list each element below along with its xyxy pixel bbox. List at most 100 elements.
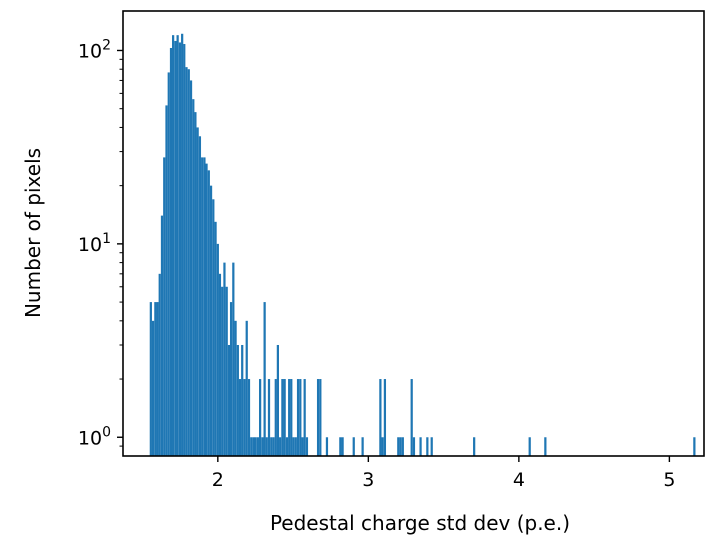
histogram-bar	[252, 437, 255, 456]
histogram-bar	[265, 437, 268, 456]
histogram-bar	[693, 437, 696, 456]
histogram-bar	[272, 437, 275, 456]
histogram-bar	[412, 437, 416, 456]
histogram-bar	[296, 379, 300, 456]
histogram-bar	[316, 379, 320, 456]
histogram-bar	[203, 157, 206, 456]
histogram-bar	[401, 437, 404, 456]
histogram-bar	[290, 379, 293, 456]
histogram-bar	[263, 302, 266, 456]
histogram-bar	[167, 72, 170, 457]
x-axis-label: Pedestal charge std dev (p.e.)	[270, 511, 570, 535]
histogram-bar	[174, 40, 177, 457]
y-axis-label: Number of pixels	[21, 148, 45, 318]
histogram-bar	[178, 42, 182, 456]
histogram-bar	[189, 80, 193, 457]
histogram-bar	[181, 33, 184, 457]
histogram-bar	[261, 437, 264, 456]
histogram-bar	[194, 112, 197, 457]
histogram-bar	[196, 127, 199, 457]
x-axis-ticks: 2 3 4 5	[212, 456, 675, 491]
y-tick-label: 102	[78, 37, 111, 62]
histogram-bar	[238, 379, 242, 456]
histogram-bar	[294, 437, 297, 456]
histogram-bar	[229, 302, 233, 456]
histogram-bar	[207, 170, 210, 456]
histogram-bar	[218, 273, 222, 456]
histogram-bar	[410, 379, 413, 456]
y-tick-label: 100	[78, 424, 111, 449]
histogram-bar	[361, 437, 364, 456]
histogram-bar	[259, 379, 262, 456]
histogram-bar	[254, 437, 257, 456]
histogram-bar	[223, 262, 226, 456]
histogram-bar	[279, 437, 282, 456]
histogram-bar	[225, 286, 228, 456]
x-tick-label: 5	[663, 469, 675, 491]
histogram-bar	[399, 437, 402, 456]
histogram-bar	[305, 437, 309, 456]
histogram-bar	[379, 379, 382, 456]
histogram-bar	[205, 163, 208, 457]
histogram-bar	[281, 379, 284, 456]
histogram-bar	[283, 379, 286, 456]
histogram-bar	[325, 437, 329, 456]
histogram-bar	[270, 437, 273, 456]
histogram-bar	[165, 105, 168, 457]
histogram-bar	[430, 437, 433, 456]
histogram-bar	[274, 379, 277, 456]
histogram-bar	[319, 379, 322, 456]
histogram-bar	[381, 437, 384, 456]
plot-frame	[122, 10, 705, 457]
histogram-bar	[149, 302, 152, 456]
histogram-bar	[185, 67, 188, 456]
histogram-bar	[301, 437, 304, 456]
histogram-bar	[528, 437, 531, 456]
histogram-bar	[303, 379, 306, 456]
histogram-bar	[288, 379, 291, 456]
histogram-bar	[158, 273, 161, 456]
histogram-bar	[216, 243, 219, 456]
histogram-bar	[276, 344, 279, 456]
histogram-bar	[285, 437, 289, 456]
histogram-bar	[221, 286, 224, 456]
histogram-bar	[172, 35, 175, 456]
histogram-bar	[299, 379, 302, 456]
histogram-bar	[156, 302, 159, 456]
histogram-bar	[187, 69, 190, 456]
histogram-bar	[209, 185, 213, 456]
histogram-bar	[212, 199, 215, 457]
x-tick-label: 3	[362, 469, 374, 491]
histogram-bars	[149, 33, 696, 457]
histogram-bar	[267, 379, 271, 456]
histogram-bar	[234, 320, 237, 456]
x-tick-label: 4	[513, 469, 525, 491]
histogram-bar	[214, 221, 217, 456]
histogram-bar	[339, 437, 342, 456]
histogram-bar	[397, 437, 400, 456]
histogram-bar	[236, 344, 239, 456]
histogram-bar	[243, 379, 246, 456]
histogram-bar	[198, 136, 202, 456]
x-tick-label: 2	[212, 469, 224, 491]
histogram-bar	[201, 157, 204, 456]
histogram-bar	[163, 157, 166, 456]
histogram-bar	[256, 437, 259, 456]
histogram-bar	[419, 437, 422, 456]
histogram-bar	[247, 379, 251, 456]
histogram-bar	[241, 344, 244, 456]
histogram-bar	[544, 437, 547, 456]
histogram-bar	[154, 302, 157, 456]
histogram-bar	[169, 47, 173, 457]
histogram-bar	[151, 320, 155, 456]
histogram-bar	[352, 437, 355, 456]
histogram-bar	[341, 437, 344, 456]
y-axis-ticks: 100 101 102	[78, 37, 123, 449]
histogram-bar	[250, 437, 253, 456]
histogram-bar	[227, 344, 231, 456]
y-tick-label: 101	[78, 231, 111, 256]
histogram-bar	[383, 379, 387, 456]
histogram-bar	[192, 99, 195, 457]
histogram-bar	[232, 262, 235, 456]
